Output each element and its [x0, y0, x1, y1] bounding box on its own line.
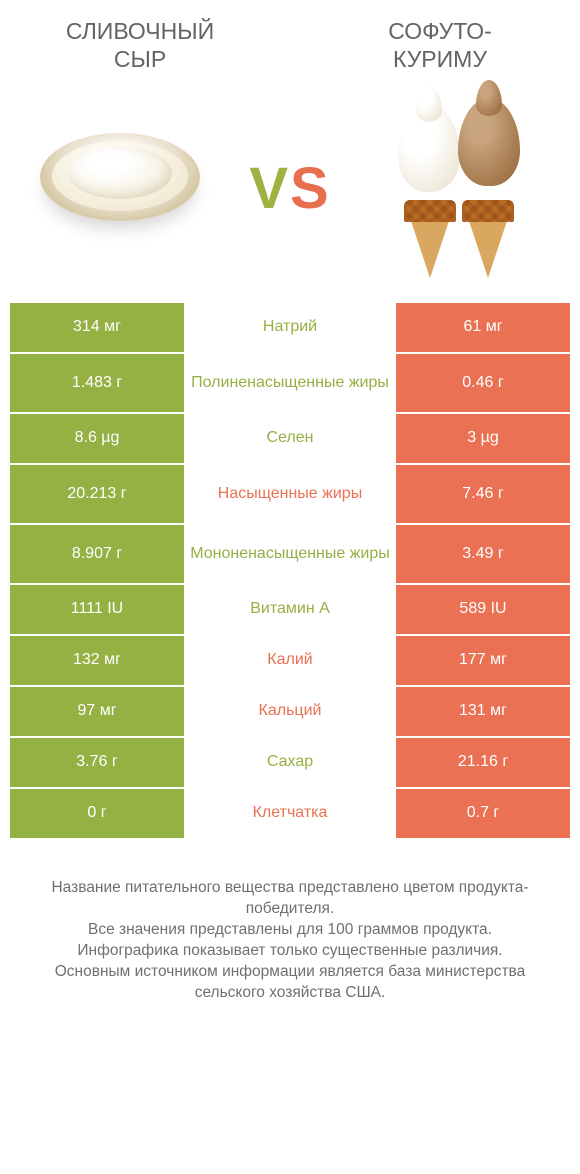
nutrient-label: Мононенасыщенные жиры: [184, 525, 396, 583]
table-row: 3.76 гСахар21.16 г: [10, 738, 570, 789]
nutrient-label: Сахар: [184, 738, 396, 787]
left-value: 97 мг: [10, 687, 184, 736]
right-value: 589 IU: [396, 585, 570, 634]
left-value: 1.483 г: [10, 354, 184, 412]
right-product-image: [370, 103, 550, 273]
right-value: 131 мг: [396, 687, 570, 736]
left-value: 8.907 г: [10, 525, 184, 583]
right-value: 7.46 г: [396, 465, 570, 523]
right-value: 177 мг: [396, 636, 570, 685]
table-row: 314 мгНатрий61 мг: [10, 303, 570, 354]
table-row: 0 гКлетчатка0.7 г: [10, 789, 570, 840]
right-product-title: СОФУТО-КУРИМУ: [330, 18, 550, 73]
image-row: VS: [0, 83, 580, 303]
vs-s: S: [290, 156, 331, 221]
header: СЛИВОЧНЫЙСЫР СОФУТО-КУРИМУ: [0, 0, 580, 83]
left-value: 20.213 г: [10, 465, 184, 523]
right-value: 61 мг: [396, 303, 570, 352]
footer-line: Название питательного вещества представл…: [20, 878, 560, 920]
vs-label: VS: [249, 155, 330, 222]
nutrient-label: Натрий: [184, 303, 396, 352]
right-value: 0.46 г: [396, 354, 570, 412]
footer-note: Название питательного вещества представл…: [20, 878, 560, 1004]
table-row: 20.213 гНасыщенные жиры7.46 г: [10, 465, 570, 525]
nutrient-label: Полиненасыщенные жиры: [184, 354, 396, 412]
nutrient-label: Селен: [184, 414, 396, 463]
nutrient-label: Витамин A: [184, 585, 396, 634]
nutrient-label: Клетчатка: [184, 789, 396, 838]
table-row: 1.483 гПолиненасыщенные жиры0.46 г: [10, 354, 570, 414]
cream-cheese-icon: [40, 133, 200, 243]
left-value: 0 г: [10, 789, 184, 838]
table-row: 97 мгКальций131 мг: [10, 687, 570, 738]
left-value: 132 мг: [10, 636, 184, 685]
left-value: 314 мг: [10, 303, 184, 352]
right-value: 0.7 г: [396, 789, 570, 838]
left-value: 3.76 г: [10, 738, 184, 787]
right-value: 3.49 г: [396, 525, 570, 583]
nutrient-label: Насыщенные жиры: [184, 465, 396, 523]
nutrient-label: Калий: [184, 636, 396, 685]
footer-line: Инфографика показывает только существенн…: [20, 941, 560, 962]
comparison-table: 314 мгНатрий61 мг1.483 гПолиненасыщенные…: [10, 303, 570, 840]
footer-line: Все значения представлены для 100 граммо…: [20, 920, 560, 941]
table-row: 132 мгКалий177 мг: [10, 636, 570, 687]
table-row: 8.907 гМононенасыщенные жиры3.49 г: [10, 525, 570, 585]
left-product-image: [30, 103, 210, 273]
table-row: 1111 IUВитамин A589 IU: [10, 585, 570, 636]
left-value: 1111 IU: [10, 585, 184, 634]
nutrient-label: Кальций: [184, 687, 396, 736]
right-value: 21.16 г: [396, 738, 570, 787]
right-value: 3 µg: [396, 414, 570, 463]
vs-v: V: [249, 156, 290, 221]
table-row: 8.6 µgСелен3 µg: [10, 414, 570, 465]
left-product-title: СЛИВОЧНЫЙСЫР: [30, 18, 250, 73]
footer-line: Основным источником информации является …: [20, 962, 560, 1004]
left-value: 8.6 µg: [10, 414, 184, 463]
soft-serve-icon: [380, 98, 540, 278]
